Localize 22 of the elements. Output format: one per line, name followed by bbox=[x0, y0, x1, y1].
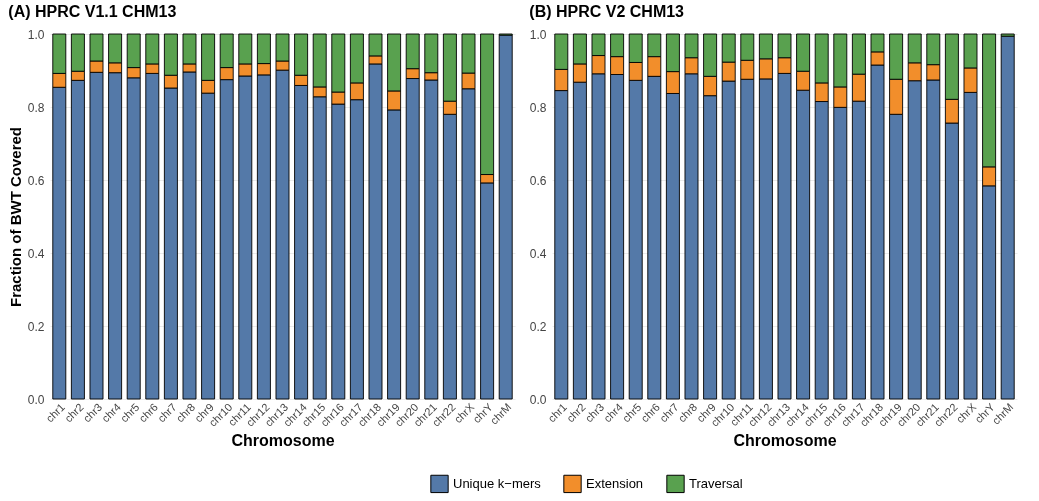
y-tick-label: 0.8 bbox=[27, 100, 45, 115]
y-tick-label: 0.4 bbox=[27, 246, 45, 261]
y-tick-label: 0.0 bbox=[529, 392, 547, 407]
x-axis-title: Chromosome bbox=[733, 431, 837, 449]
legend-label: Traversal bbox=[689, 475, 743, 491]
y-tick-label: 0.0 bbox=[27, 392, 45, 407]
bar bbox=[498, 34, 513, 400]
x-axis-title: Chromosome bbox=[231, 431, 335, 449]
y-tick-label: 0.2 bbox=[27, 319, 45, 334]
chart-title: (A) HPRC V1.1 CHM13 bbox=[8, 3, 177, 20]
y-tick-label: 0.6 bbox=[27, 173, 45, 188]
y-axis-title: Fraction of BWT Covered bbox=[6, 126, 24, 308]
y-tick-label: 1.0 bbox=[529, 27, 547, 42]
bar bbox=[1000, 35, 1015, 400]
y-tick-label: 1.0 bbox=[27, 27, 45, 42]
y-tick-label: 0.4 bbox=[529, 246, 547, 261]
chart-title: (B) HPRC V2 CHM13 bbox=[529, 3, 685, 20]
y-tick-label: 0.6 bbox=[529, 173, 547, 188]
legend-label: Unique k−mers bbox=[453, 475, 542, 491]
y-tick-label: 0.8 bbox=[529, 100, 547, 115]
legend-label: Extension bbox=[586, 475, 644, 491]
y-tick-label: 0.2 bbox=[529, 319, 547, 334]
